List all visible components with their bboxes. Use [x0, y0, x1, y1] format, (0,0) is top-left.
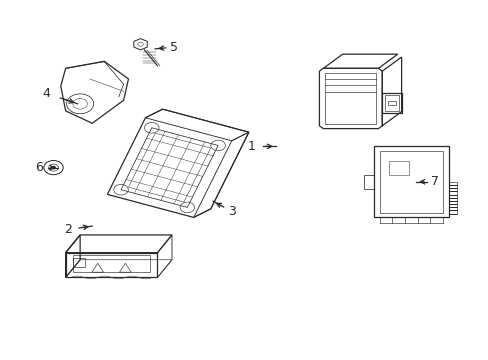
Text: 5: 5	[170, 41, 178, 54]
Text: 1: 1	[247, 140, 255, 153]
Text: 7: 7	[430, 175, 439, 188]
Text: 6: 6	[35, 161, 43, 174]
Text: 2: 2	[64, 223, 72, 236]
Text: 4: 4	[42, 87, 50, 100]
Circle shape	[51, 166, 56, 169]
Text: 3: 3	[228, 206, 236, 219]
